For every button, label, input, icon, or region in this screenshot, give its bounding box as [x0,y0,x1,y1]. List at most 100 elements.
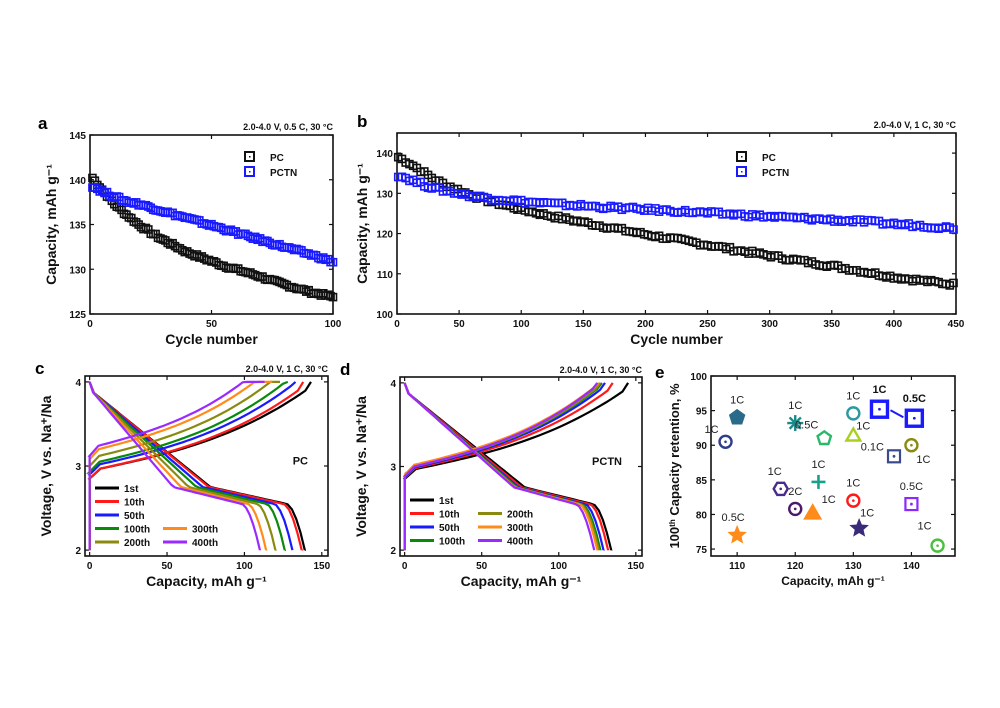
plot-frame [710,375,956,557]
legend-marker [244,151,255,162]
y-axis-label: 100th Capacity retention, % [667,383,682,549]
x-tick-label: 50 [206,319,218,330]
panel-label: e [655,363,664,382]
x-tick-label: 100 [325,319,342,330]
data-point [949,278,958,288]
point-label: 1C [768,466,782,478]
series-300th [88,380,273,551]
charge-curve [87,381,297,551]
x-tick-label: 130 [845,561,862,572]
x-tick-label: 110 [729,561,746,572]
data-point: 0.5C [900,481,923,512]
legend-label: 100th [439,537,465,548]
data-point: 1C [869,384,890,419]
data-point [328,292,338,302]
x-axis-label: Capacity, mAh g⁻¹ [781,574,884,588]
sample-annotation: PCTN [592,456,622,468]
point-label: 1C [846,390,860,402]
y-tick-label: 75 [696,545,708,556]
marker-circle [846,493,861,508]
discharge-curve [403,382,596,551]
data-point: 1C [787,400,804,432]
data-point: 1C [844,421,870,442]
marker-circle [788,501,803,517]
y-tick-label: 4 [75,378,81,389]
legend-label: 10th [124,498,145,509]
y-tick-label: 135 [69,221,86,232]
series-400th [403,382,599,551]
y-tick-label: 90 [696,441,708,452]
legend-label: 200th [124,538,150,549]
charge-curve [85,380,289,551]
marker-pentagon [728,408,746,425]
legend-label: PC [762,153,776,164]
data-point: 0.1C [861,441,902,464]
marker-circle [904,438,919,453]
point-label: 1C [822,494,836,506]
legend-label: 300th [507,523,533,534]
point-label: 1C [918,521,932,533]
x-tick-label: 100 [236,561,253,572]
condition-label: 2.0-4.0 V, 0.5 C, 30 °C [243,122,333,132]
y-tick-label: 4 [390,379,396,390]
legend-label: 100th [124,525,150,536]
point-label: 1C [846,478,860,490]
x-tick-label: 100 [550,561,567,572]
data-point: 0.5C [903,393,926,428]
data-point: 0.5C [795,419,833,446]
x-tick-label: 400 [886,319,903,330]
y-tick-label: 85 [696,476,708,487]
x-tick-label: 0 [87,319,93,330]
panel-d: 0 50 100 150 2 3 4 Capacity, mAh g⁻¹ Voltage, V … [340,360,645,589]
marker-dot [724,440,727,444]
marker-dot [910,443,913,447]
point-label: 1C [730,395,744,407]
point-label: 0.1C [861,441,884,453]
point-label: 1C [916,454,930,466]
data-point [156,234,165,243]
marker-dot [892,454,896,458]
y-tick-label: 145 [69,131,86,142]
charge-curve [88,380,273,551]
legend-label: 300th [192,525,218,536]
data-point [277,278,287,288]
connector-line [889,409,904,419]
data-point: 1C [768,466,790,497]
y-axis-label: Voltage, V vs. Na⁺/Na [353,396,369,537]
legend-marker-dot [741,171,743,173]
y-tick-label: 80 [696,510,708,521]
series-100th [85,380,289,552]
discharge-curve [88,380,268,551]
charge-curve [87,381,305,551]
charge-curve [87,380,265,551]
data-point [97,186,107,195]
data-point: 1C [811,459,826,489]
x-tick-label: 50 [454,319,466,330]
y-tick-label: 3 [75,462,81,473]
y-tick-label: 120 [376,230,393,241]
x-tick-label: 150 [313,561,330,572]
charge-curve [87,380,280,551]
marker-circle [846,406,861,421]
legend-label: 1st [439,496,454,507]
marker-hexagon [772,481,790,497]
data-point: 0.5C [722,512,747,544]
series-pc [88,173,338,302]
data-point [141,200,151,210]
y-axis-label: Capacity, mAh g⁻¹ [43,164,59,285]
data-point: 2C [788,486,803,517]
sample-annotation: PC [293,455,308,467]
point-label: 1C [856,421,870,433]
panel-b: 0 50 100 150 200 250 300 350 400 450 100 110 120 130 1… [354,112,965,347]
point-label: 1C [872,384,886,396]
x-tick-label: 100 [513,319,530,330]
data-point [90,176,100,185]
data-point [323,290,333,300]
y-tick-label: 130 [69,265,86,276]
marker-dot [910,502,913,506]
condition-label: 2.0-4.0 V, 1 C, 30 °C [246,364,329,374]
x-axis-label: Cycle number [165,331,258,347]
data-point: 1C [728,395,746,425]
marker-square [904,408,925,428]
charge-curve [403,382,606,551]
